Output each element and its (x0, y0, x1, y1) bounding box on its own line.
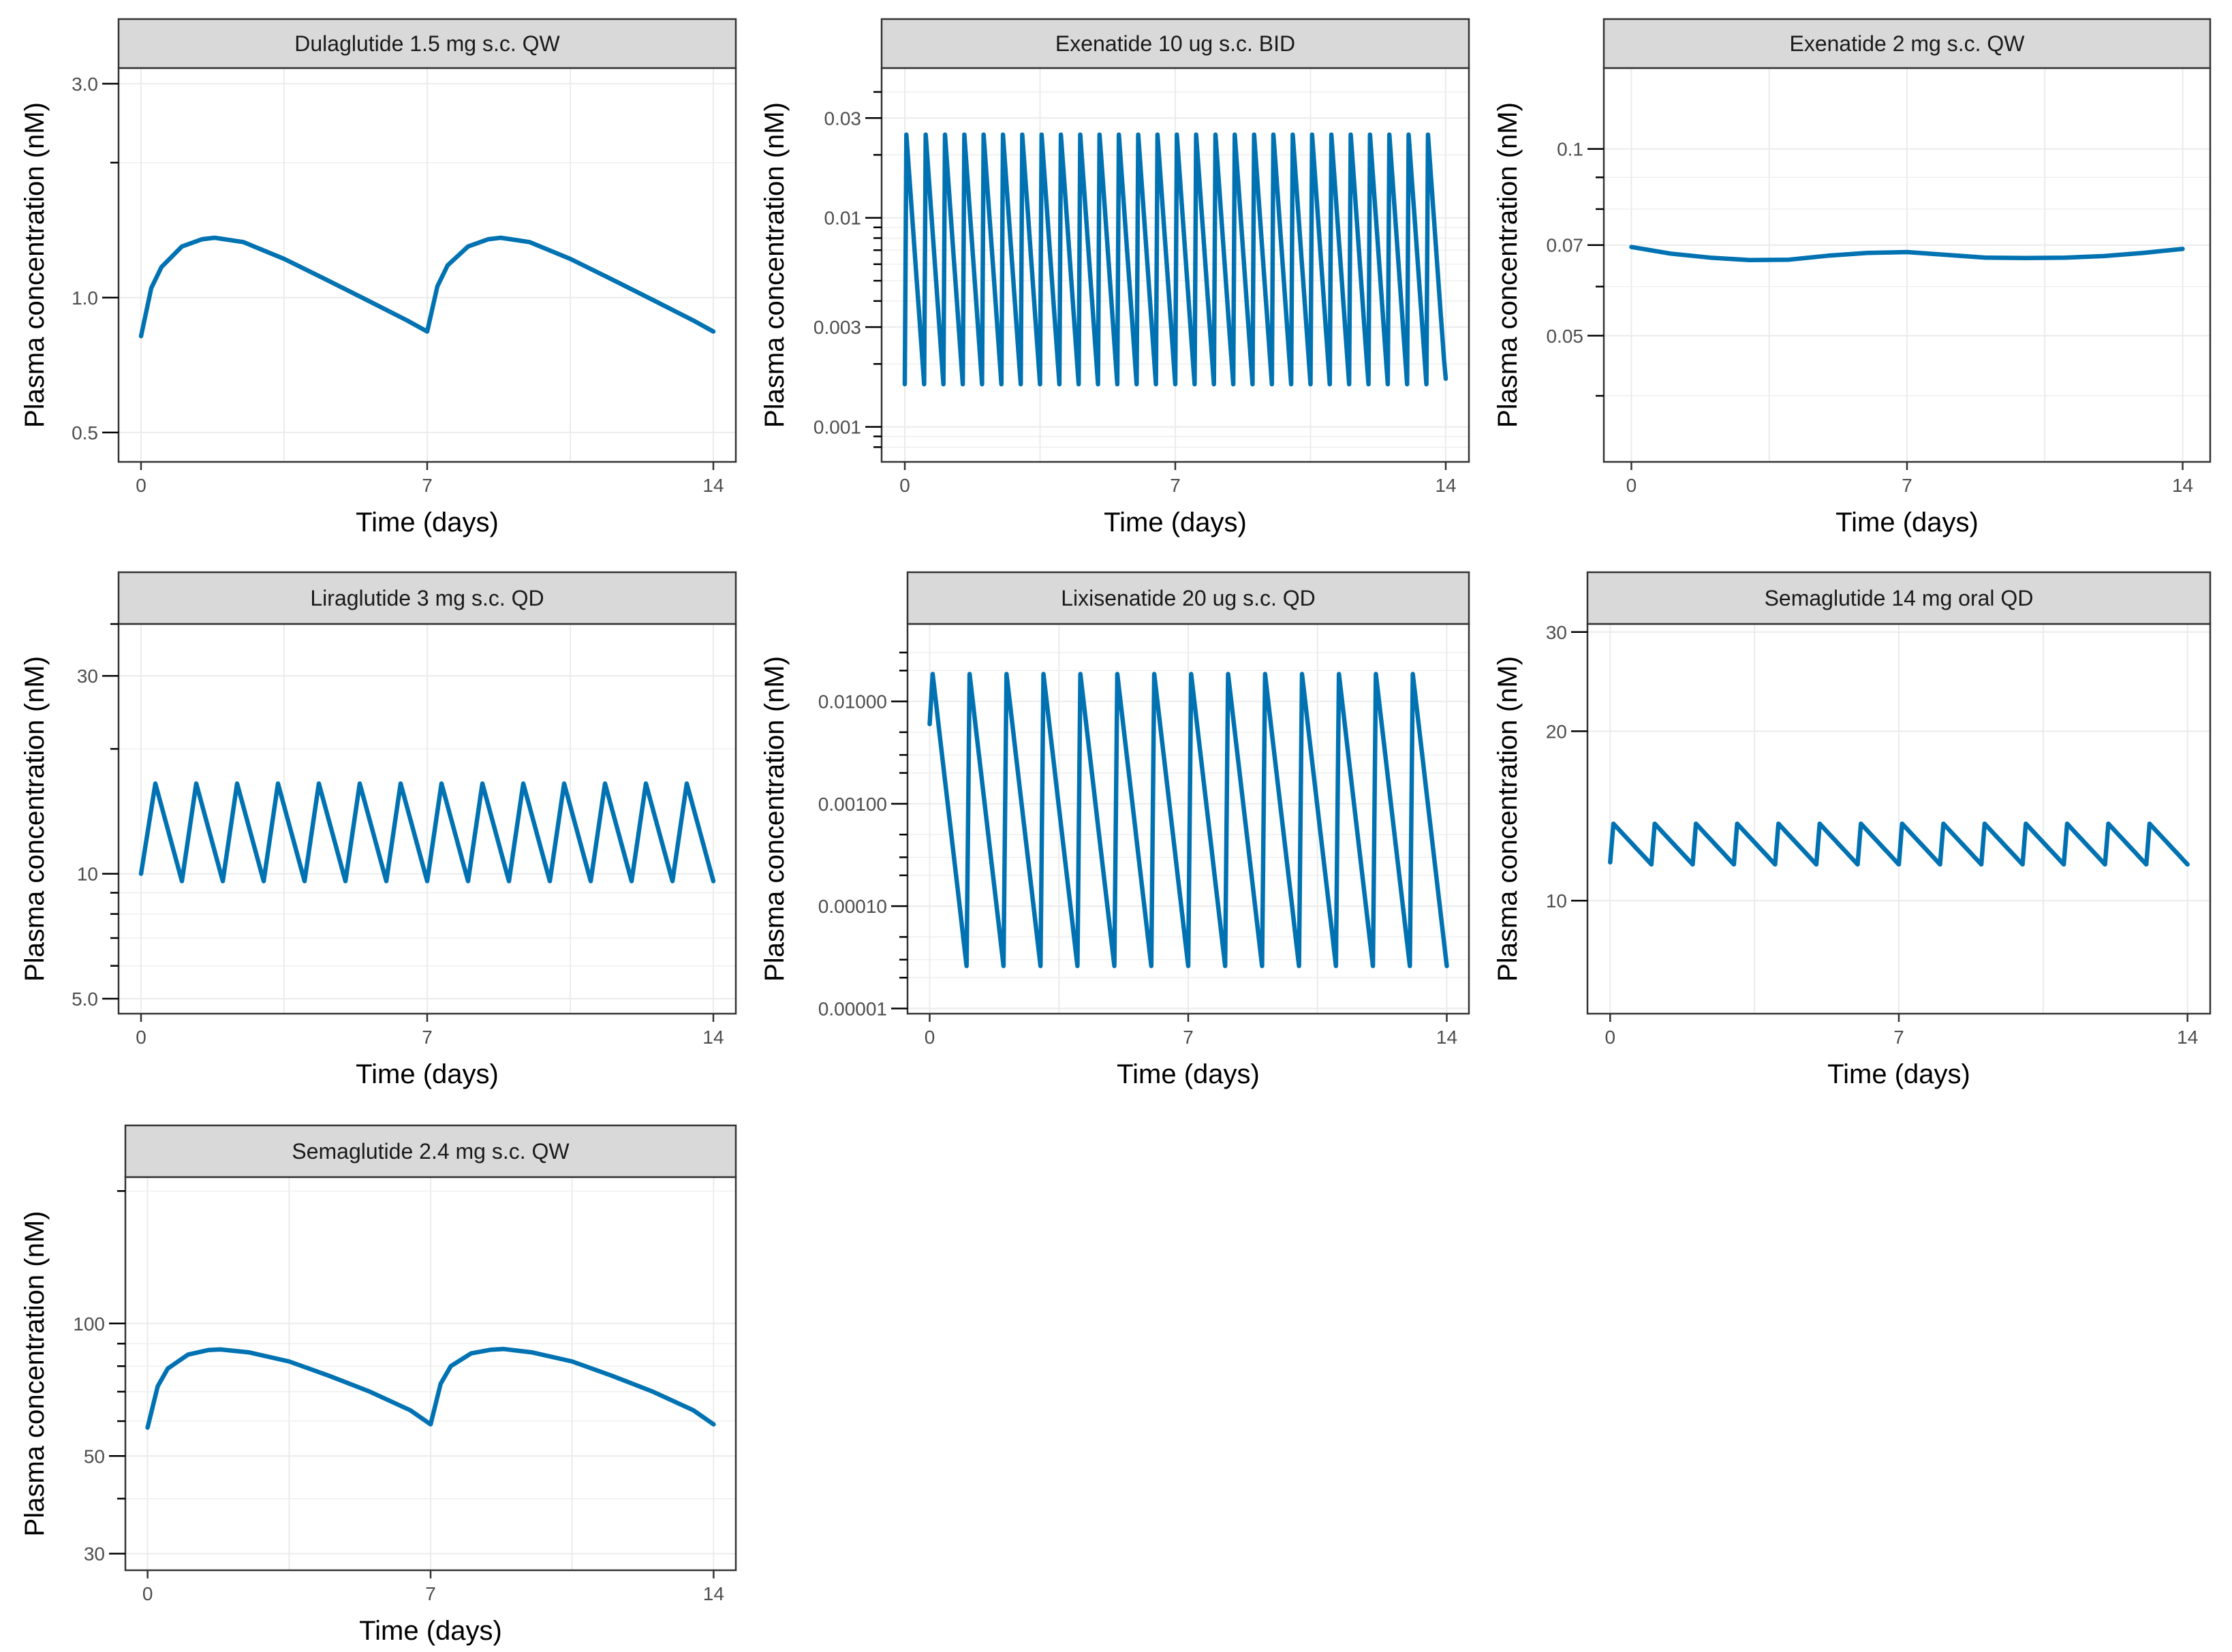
series-line (1629, 245, 2185, 263)
y-axis-title: Plasma concentration (nM) (760, 656, 790, 982)
facet-strip (117, 18, 737, 69)
facet-strip (906, 571, 1470, 625)
facet-title: Lixisenatide 20 ug s.c. QD (1061, 586, 1316, 610)
y-tick-label: 5.0 (72, 988, 98, 1010)
x-tick-label: 0 (142, 1583, 153, 1604)
x-tick-label: 14 (2172, 475, 2193, 496)
x-tick-label: 14 (1436, 1027, 1457, 1048)
x-tick-label: 7 (1170, 475, 1181, 496)
y-tick-label: 0.1 (1557, 139, 1583, 160)
facet-title: Exenatide 10 ug s.c. BID (1055, 31, 1295, 56)
y-tick-label: 20 (1546, 721, 1567, 742)
y-tick-label: 10 (1546, 890, 1567, 911)
facet-title: Semaglutide 2.4 mg s.c. QW (292, 1139, 570, 1164)
y-tick-label: 0.003 (813, 317, 861, 338)
y-axis-title: Plasma concentration (nM) (1493, 102, 1523, 428)
x-tick-label: 0 (136, 475, 146, 496)
x-tick-label: 14 (1435, 475, 1456, 496)
panel-7: Semaglutide 2.4 mg s.c. QW 30 50 100 0 7 14 Tim… (20, 1124, 737, 1646)
y-tick-label: 10 (77, 864, 98, 885)
facet-title: Dulaglutide 1.5 mg s.c. QW (294, 31, 560, 56)
x-tick-label: 7 (425, 1583, 436, 1604)
x-tick-label: 0 (136, 1027, 146, 1048)
facet-strip (1602, 18, 2212, 69)
x-tick-label: 14 (702, 475, 724, 496)
panel-1: Dulaglutide 1.5 mg s.c. QW 0.5 1.0 3.0 0 7 14 T… (20, 18, 737, 537)
x-tick-label: 7 (422, 475, 433, 496)
x-tick-label: 0 (1626, 475, 1637, 496)
y-axis-title: Plasma concentration (nM) (20, 102, 50, 428)
y-axis-title: Plasma concentration (nM) (20, 1211, 50, 1537)
x-tick-label: 14 (702, 1027, 724, 1048)
x-tick-label: 0 (1605, 1027, 1616, 1048)
series-line (902, 132, 1448, 387)
x-tick-label: 14 (2177, 1027, 2198, 1048)
x-tick-label: 7 (1893, 1027, 1904, 1048)
y-tick-label: 0.01000 (818, 691, 887, 713)
y-tick-label: 30 (84, 1544, 105, 1565)
y-tick-label: 30 (1546, 622, 1567, 643)
x-axis-title: Time (days) (356, 508, 499, 537)
y-tick-label: 0.5 (72, 422, 98, 443)
panel-6: Semaglutide 14 mg oral QD 10 20 30 0 7 14 Time … (1493, 571, 2212, 1089)
x-tick-label: 7 (422, 1027, 433, 1048)
y-tick-label: 100 (73, 1313, 105, 1335)
x-axis-title: Time (days) (1835, 508, 1979, 537)
y-axis-title: Plasma concentration (nM) (1493, 656, 1523, 982)
y-tick-label: 0.00001 (818, 998, 887, 1019)
y-tick-label: 0.01 (824, 208, 862, 229)
y-tick-label: 0.05 (1547, 326, 1584, 347)
x-tick-label: 7 (1902, 475, 1912, 496)
panel-4: Liraglutide 3 mg s.c. QD 5.0 10 30 0 7 14 Time … (20, 571, 737, 1089)
facet-title: Semaglutide 14 mg oral QD (1765, 586, 2034, 610)
series-line (145, 1346, 716, 1430)
x-axis-title: Time (days) (1827, 1059, 1970, 1089)
y-tick-label: 30 (77, 666, 98, 687)
series-line (138, 781, 716, 884)
facet-strip (117, 571, 737, 625)
series-line (1608, 821, 2190, 867)
series-line (927, 672, 1449, 969)
x-tick-label: 14 (703, 1583, 724, 1604)
panel-5: Lixisenatide 20 ug s.c. QD 0.00001 0.00010… (760, 571, 1470, 1089)
facet-strip (1586, 571, 2212, 625)
x-axis-title: Time (days) (1117, 1059, 1260, 1089)
y-tick-label: 0.07 (1547, 235, 1584, 256)
facet-strip (124, 1124, 737, 1179)
x-axis-title: Time (days) (356, 1059, 499, 1089)
y-tick-label: 3.0 (72, 74, 98, 95)
facet-title: Liraglutide 3 mg s.c. QD (310, 586, 544, 610)
x-axis-title: Time (days) (1104, 508, 1247, 537)
y-axis-title: Plasma concentration (nM) (760, 102, 790, 428)
y-tick-label: 1.0 (72, 287, 98, 309)
y-tick-label: 0.00100 (818, 794, 887, 815)
panel-3: Exenatide 2 mg s.c. QW 0.05 0.07 0.1 0 7 14 Tim… (1493, 18, 2212, 537)
facet-strip (880, 18, 1470, 69)
y-tick-label: 0.001 (813, 417, 861, 438)
x-tick-label: 0 (925, 1027, 935, 1048)
y-tick-label: 0.00010 (818, 896, 887, 917)
panel-2: Exenatide 10 ug s.c. BID 0.001 0.003 0.01 0.… (760, 18, 1470, 537)
facet-title: Exenatide 2 mg s.c. QW (1789, 31, 2025, 56)
x-tick-label: 7 (1183, 1027, 1194, 1048)
y-tick-label: 0.03 (824, 108, 862, 129)
x-tick-label: 0 (899, 475, 910, 496)
x-axis-title: Time (days) (359, 1616, 502, 1646)
y-axis-title: Plasma concentration (nM) (20, 656, 50, 982)
y-tick-label: 50 (84, 1446, 105, 1467)
series-line (138, 235, 716, 339)
